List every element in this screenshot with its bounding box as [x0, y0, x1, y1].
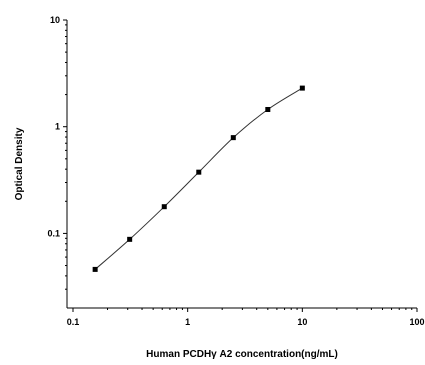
x-axis: 0.1 1 10 100 [67, 307, 425, 327]
data-point-1 [127, 236, 133, 242]
fit-curve [94, 87, 303, 270]
y-tick-label-0: 0.1 [47, 228, 60, 238]
y-ticks: 0.1 1 10 [47, 15, 67, 238]
data-point-4 [230, 135, 236, 141]
x-tick-label-3: 100 [409, 317, 424, 327]
x-tick-label-2: 10 [297, 317, 307, 327]
x-minor-ticks [107, 308, 413, 310]
y-tick-label-1: 1 [55, 122, 60, 132]
y-minor-ticks [65, 24, 67, 290]
data-points [92, 85, 305, 272]
data-point-0 [92, 266, 98, 272]
data-point-6 [299, 85, 305, 91]
x-ticks: 0.1 1 10 100 [67, 308, 425, 327]
data-point-2 [161, 204, 167, 210]
y-axis-title: Optical Density [14, 127, 25, 200]
data-point-5 [265, 106, 271, 112]
data-point-3 [196, 169, 202, 175]
x-tick-label-0: 0.1 [67, 317, 80, 327]
y-axis: 0.1 1 10 [47, 15, 68, 308]
x-axis-title: Human PCDHγ A2 concentration(ng/mL) [146, 349, 338, 360]
x-tick-label-1: 1 [185, 317, 190, 327]
y-tick-label-2: 10 [50, 15, 60, 25]
